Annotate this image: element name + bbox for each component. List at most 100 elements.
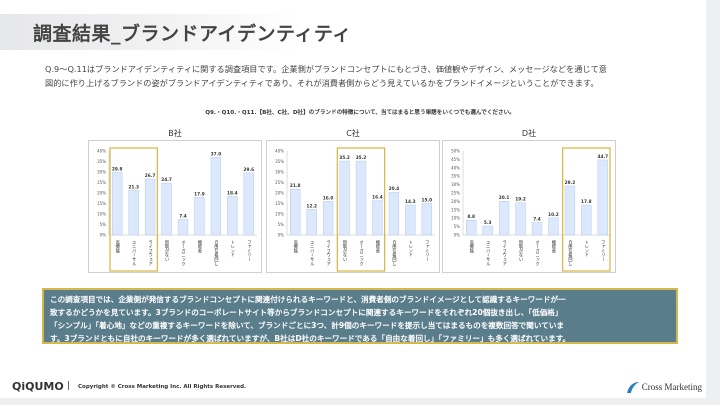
data-label: 12.2 [306,203,317,209]
y-tick-label: 0% [278,233,285,238]
data-label: 29.2 [565,180,576,186]
chart-title-d: D社 [521,129,537,138]
copyright: Copyright © Cross Marketing Inc. All Rig… [78,384,247,390]
y-tick-label: 20% [97,191,106,196]
x-tick-label: 高機能 [469,239,474,255]
y-tick-label: 0% [100,233,107,238]
chart-title-c: C社 [346,129,360,138]
x-tick-label: 機能美 [551,239,556,255]
x-tick-label: オーガニック [535,240,540,266]
data-label: 17.9 [194,191,205,197]
bar [372,200,383,236]
y-tick-label: 5% [278,222,285,227]
y-tick-label: 25% [97,180,106,185]
data-label: 8.8 [467,214,475,220]
y-tick-label: 0% [454,233,461,238]
bar [515,202,526,236]
x-tick-label: 高機能 [115,239,120,255]
intro-line: Q.9～Q.11はブランドアイデンティティに関する調査項目です。企業側がブランド… [45,64,607,74]
y-tick-label: 10% [97,212,106,217]
x-tick-label: 自由な着回し [213,239,218,266]
bottom-band [0,398,720,405]
data-label: 44.7 [597,154,608,160]
highlight-box [336,147,386,272]
x-tick-label: トレンド [584,240,589,258]
chart-b: 0% 5% 10% 15% 20% 25% 30% 35% 40% 29.8 高機能 21.3 ユニバー… [88,140,262,273]
x-tick-label: ライフウェア [502,240,507,266]
y-tick-label: 15% [451,207,460,212]
data-label: 17.8 [581,199,592,205]
data-label: 37.0 [211,151,222,157]
company-name: Cross Marketing [641,382,702,392]
y-tick-label: 30% [275,170,284,175]
data-label: 21.3 [128,184,139,190]
bar [388,191,400,236]
note-line: す。3ブランドともに自社のキーワードが多く選ばれていますが、B社はD社のキーワー… [50,334,571,343]
bar [355,160,367,236]
bar [144,178,156,236]
y-tick-label: 10% [275,212,284,217]
bar [290,188,301,236]
bar [564,185,576,236]
y-tick-label: 35% [451,174,460,179]
bar [531,222,543,236]
x-tick-label: 無駄がない [518,239,523,262]
data-label: 26.7 [145,173,156,179]
bar [306,209,317,236]
data-label: 7.4 [179,213,187,219]
x-tick-label: 機能美 [375,239,380,255]
intro-line: 図的に作り上げるブランドの姿がブランドアイデンティティであり、それが消費者側から… [45,78,599,88]
y-tick-label: 40% [275,149,284,154]
data-label: 20.4 [389,186,400,192]
bar [548,217,559,236]
x-tick-label: 自由な着回し [567,239,572,266]
bar [482,225,493,236]
data-label: 10.2 [548,212,559,218]
data-label: 20.1 [499,195,510,201]
x-tick-label: トレンド [230,240,235,258]
note-line: この調査項目では、企業側が発信するブランドコンセプトに関連付けられるキーワードと… [50,295,566,304]
bar [177,219,189,236]
y-tick-label: 10% [451,216,460,221]
bar [339,160,350,236]
chart-title-b: B社 [168,129,182,138]
bar [227,196,238,236]
data-label: 29.8 [112,166,123,172]
footer: QiQUMO | Copyright © Cross Marketing Inc… [0,376,706,398]
highlight-box [562,147,611,272]
x-tick-label: ファミリー [600,240,605,262]
y-tick-label: 5% [100,222,107,227]
data-label: 24.7 [161,177,172,183]
x-tick-label: ライフウェア [148,240,153,266]
bar [194,197,205,236]
bar [581,204,592,236]
chart-d: 0% 5% 10% 15% 20% 25% 30% 35% 40% 45% 50% 8.8 高機能 5.3… [442,140,616,273]
y-tick-label: 40% [97,149,106,154]
bar [112,172,123,236]
bar [210,157,222,236]
y-tick-label: 20% [451,199,460,204]
page-title: 調査結果_ブランドアイデンティティ [33,23,352,45]
y-tick-label: 15% [97,201,106,206]
x-tick-label: ライフウェア [326,240,331,266]
y-tick-label: 45% [451,157,460,162]
note-line: 致するかどうかを見ています。3ブランドのコーポレートサイト等からブランドコンセプ… [50,308,563,317]
y-tick-label: 5% [454,224,461,229]
x-tick-label: ユニバーサル [485,240,490,266]
x-tick-label: ファミリー [246,240,251,262]
data-label: 5.3 [484,220,492,226]
x-tick-label: ファミリー [424,240,429,262]
y-tick-label: 50% [451,149,460,154]
x-tick-label: オーガニック [359,240,364,266]
bar [128,190,139,236]
x-tick-label: オーガニック [181,240,186,266]
y-tick-label: 40% [451,165,460,170]
x-tick-label: 無駄がない [164,239,169,262]
highlight-box [109,147,158,272]
bar [243,172,254,236]
footer-separator: | [67,381,71,391]
data-label: 7.4 [533,217,541,223]
data-label: 16.0 [323,195,334,201]
summary-note: この調査項目では、企業側が発信するブランドコンセプトに関連付けられるキーワードと… [42,288,678,344]
data-label: 21.8 [290,183,301,189]
